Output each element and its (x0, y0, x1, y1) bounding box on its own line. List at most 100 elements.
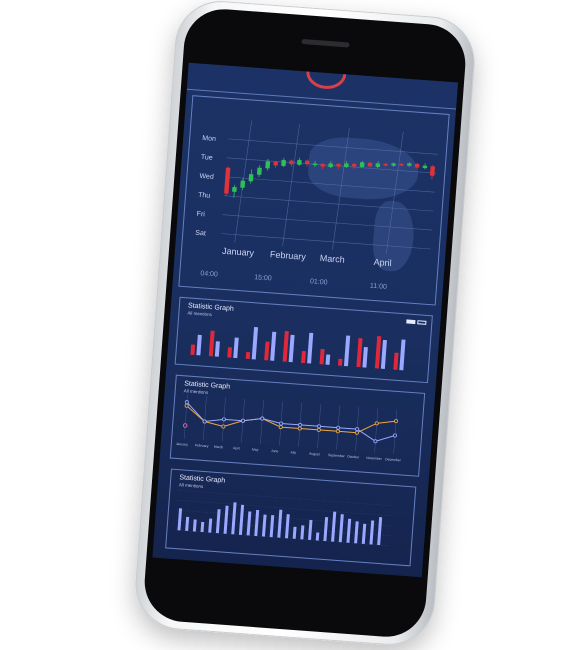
phone-body: Mon Tue Wed Thu Fri Sat January 04:00 February 15… (132, 0, 478, 649)
candle-body (359, 162, 365, 168)
bar-red (319, 348, 325, 365)
series-b-point (317, 424, 322, 429)
column-bar (292, 526, 297, 539)
month-tick-label: October (347, 454, 360, 459)
grid-line-h (225, 176, 435, 193)
month-label-march: March (319, 253, 345, 265)
candle-body (224, 167, 231, 194)
candle-body (312, 163, 318, 166)
column-bar (254, 509, 260, 537)
month-tick-label: May (252, 447, 259, 451)
column-bar (215, 509, 221, 534)
series-b-point (202, 419, 207, 424)
bar-red (356, 338, 363, 368)
column-bar (261, 514, 267, 537)
day-label-fri: Fri (196, 211, 205, 219)
series-b-point (240, 418, 245, 423)
candle-body (256, 167, 262, 175)
legend-toggle-2[interactable] (417, 320, 427, 325)
series-b-point (260, 416, 265, 421)
series-a-point (394, 419, 399, 424)
bar-red (245, 351, 251, 360)
column-bar (223, 505, 229, 534)
bar-blue (362, 346, 368, 368)
series-b-point (184, 400, 189, 405)
bar-red (337, 358, 343, 366)
column-bar (208, 518, 213, 533)
column-bar (354, 521, 359, 544)
series-a-point (374, 421, 379, 426)
grid-line-h (177, 500, 392, 516)
bar-red (264, 341, 270, 361)
candle-body (375, 163, 381, 168)
bar-blue (325, 354, 331, 365)
series-b-point (373, 439, 378, 444)
month-tick-label: August (309, 452, 320, 457)
series-b-point (393, 433, 398, 438)
grid-line-v (203, 395, 207, 440)
bar-blue (307, 332, 314, 364)
month-label-february: February (270, 249, 307, 262)
gauge-icon (305, 62, 348, 91)
candle-body (328, 163, 333, 168)
time-label: 04:00 (200, 270, 218, 278)
grid-line-v (393, 409, 398, 454)
bar-blue (196, 334, 202, 356)
bar-blue (214, 341, 220, 357)
series-a-point (221, 424, 226, 429)
candle-body (367, 162, 373, 167)
month-tick-label: April (233, 446, 240, 451)
phone-bezel: Mon Tue Wed Thu Fri Sat January 04:00 February 15… (141, 6, 469, 640)
column-bar (338, 514, 344, 543)
bar-blue (251, 326, 259, 360)
grid-line-v (260, 400, 264, 445)
bar-red (227, 347, 233, 358)
series-b-line (186, 401, 396, 442)
month-tick-label: November (366, 456, 383, 461)
bar-red (301, 350, 306, 364)
series-a-point (316, 427, 321, 432)
month-tick-label: June (271, 449, 279, 454)
column-bar (269, 515, 275, 538)
column-bar (177, 508, 183, 531)
series-a-point (297, 426, 302, 431)
column-bar (284, 514, 290, 539)
candle-body (296, 159, 302, 165)
candle-body (344, 163, 349, 168)
column-bar (200, 521, 205, 533)
candle-body (320, 163, 326, 167)
time-label: 01:00 (310, 278, 328, 286)
column-bar (331, 511, 337, 542)
candle-body (240, 180, 246, 188)
bar-red (393, 352, 399, 370)
grid-line-v (282, 124, 300, 247)
month-tick-label: January (176, 442, 189, 447)
column-bar (369, 520, 375, 545)
candle-body (407, 163, 412, 166)
candle-body (351, 163, 357, 167)
month-label-april: April (373, 257, 392, 268)
candle-body (289, 160, 294, 165)
bar-blue (270, 331, 277, 361)
candle-body (429, 166, 436, 176)
grid-line-h (228, 138, 438, 155)
candlestick-chart: Mon Tue Wed Thu Fri Sat January 04:00 February 15… (195, 120, 438, 291)
day-label-wed: Wed (199, 173, 214, 181)
column-bar (323, 516, 329, 542)
month-tick-label: February (195, 443, 209, 448)
column-bar (277, 509, 283, 538)
month-tick-label: March (214, 445, 224, 450)
grid-line-h (222, 214, 433, 231)
series-b-point (336, 425, 341, 430)
day-label-tue: Tue (201, 154, 213, 162)
grid-line-v (385, 131, 404, 254)
grid-line-h (221, 233, 431, 250)
bar-red (282, 330, 289, 362)
grid-line-h (224, 195, 434, 212)
bar-blue (288, 334, 295, 363)
series-b-point (279, 421, 284, 426)
column-bar (238, 504, 245, 535)
time-label: 11:00 (370, 283, 388, 291)
candlestick-panel: Mon Tue Wed Thu Fri Sat January 04:00 February 15… (178, 95, 450, 306)
